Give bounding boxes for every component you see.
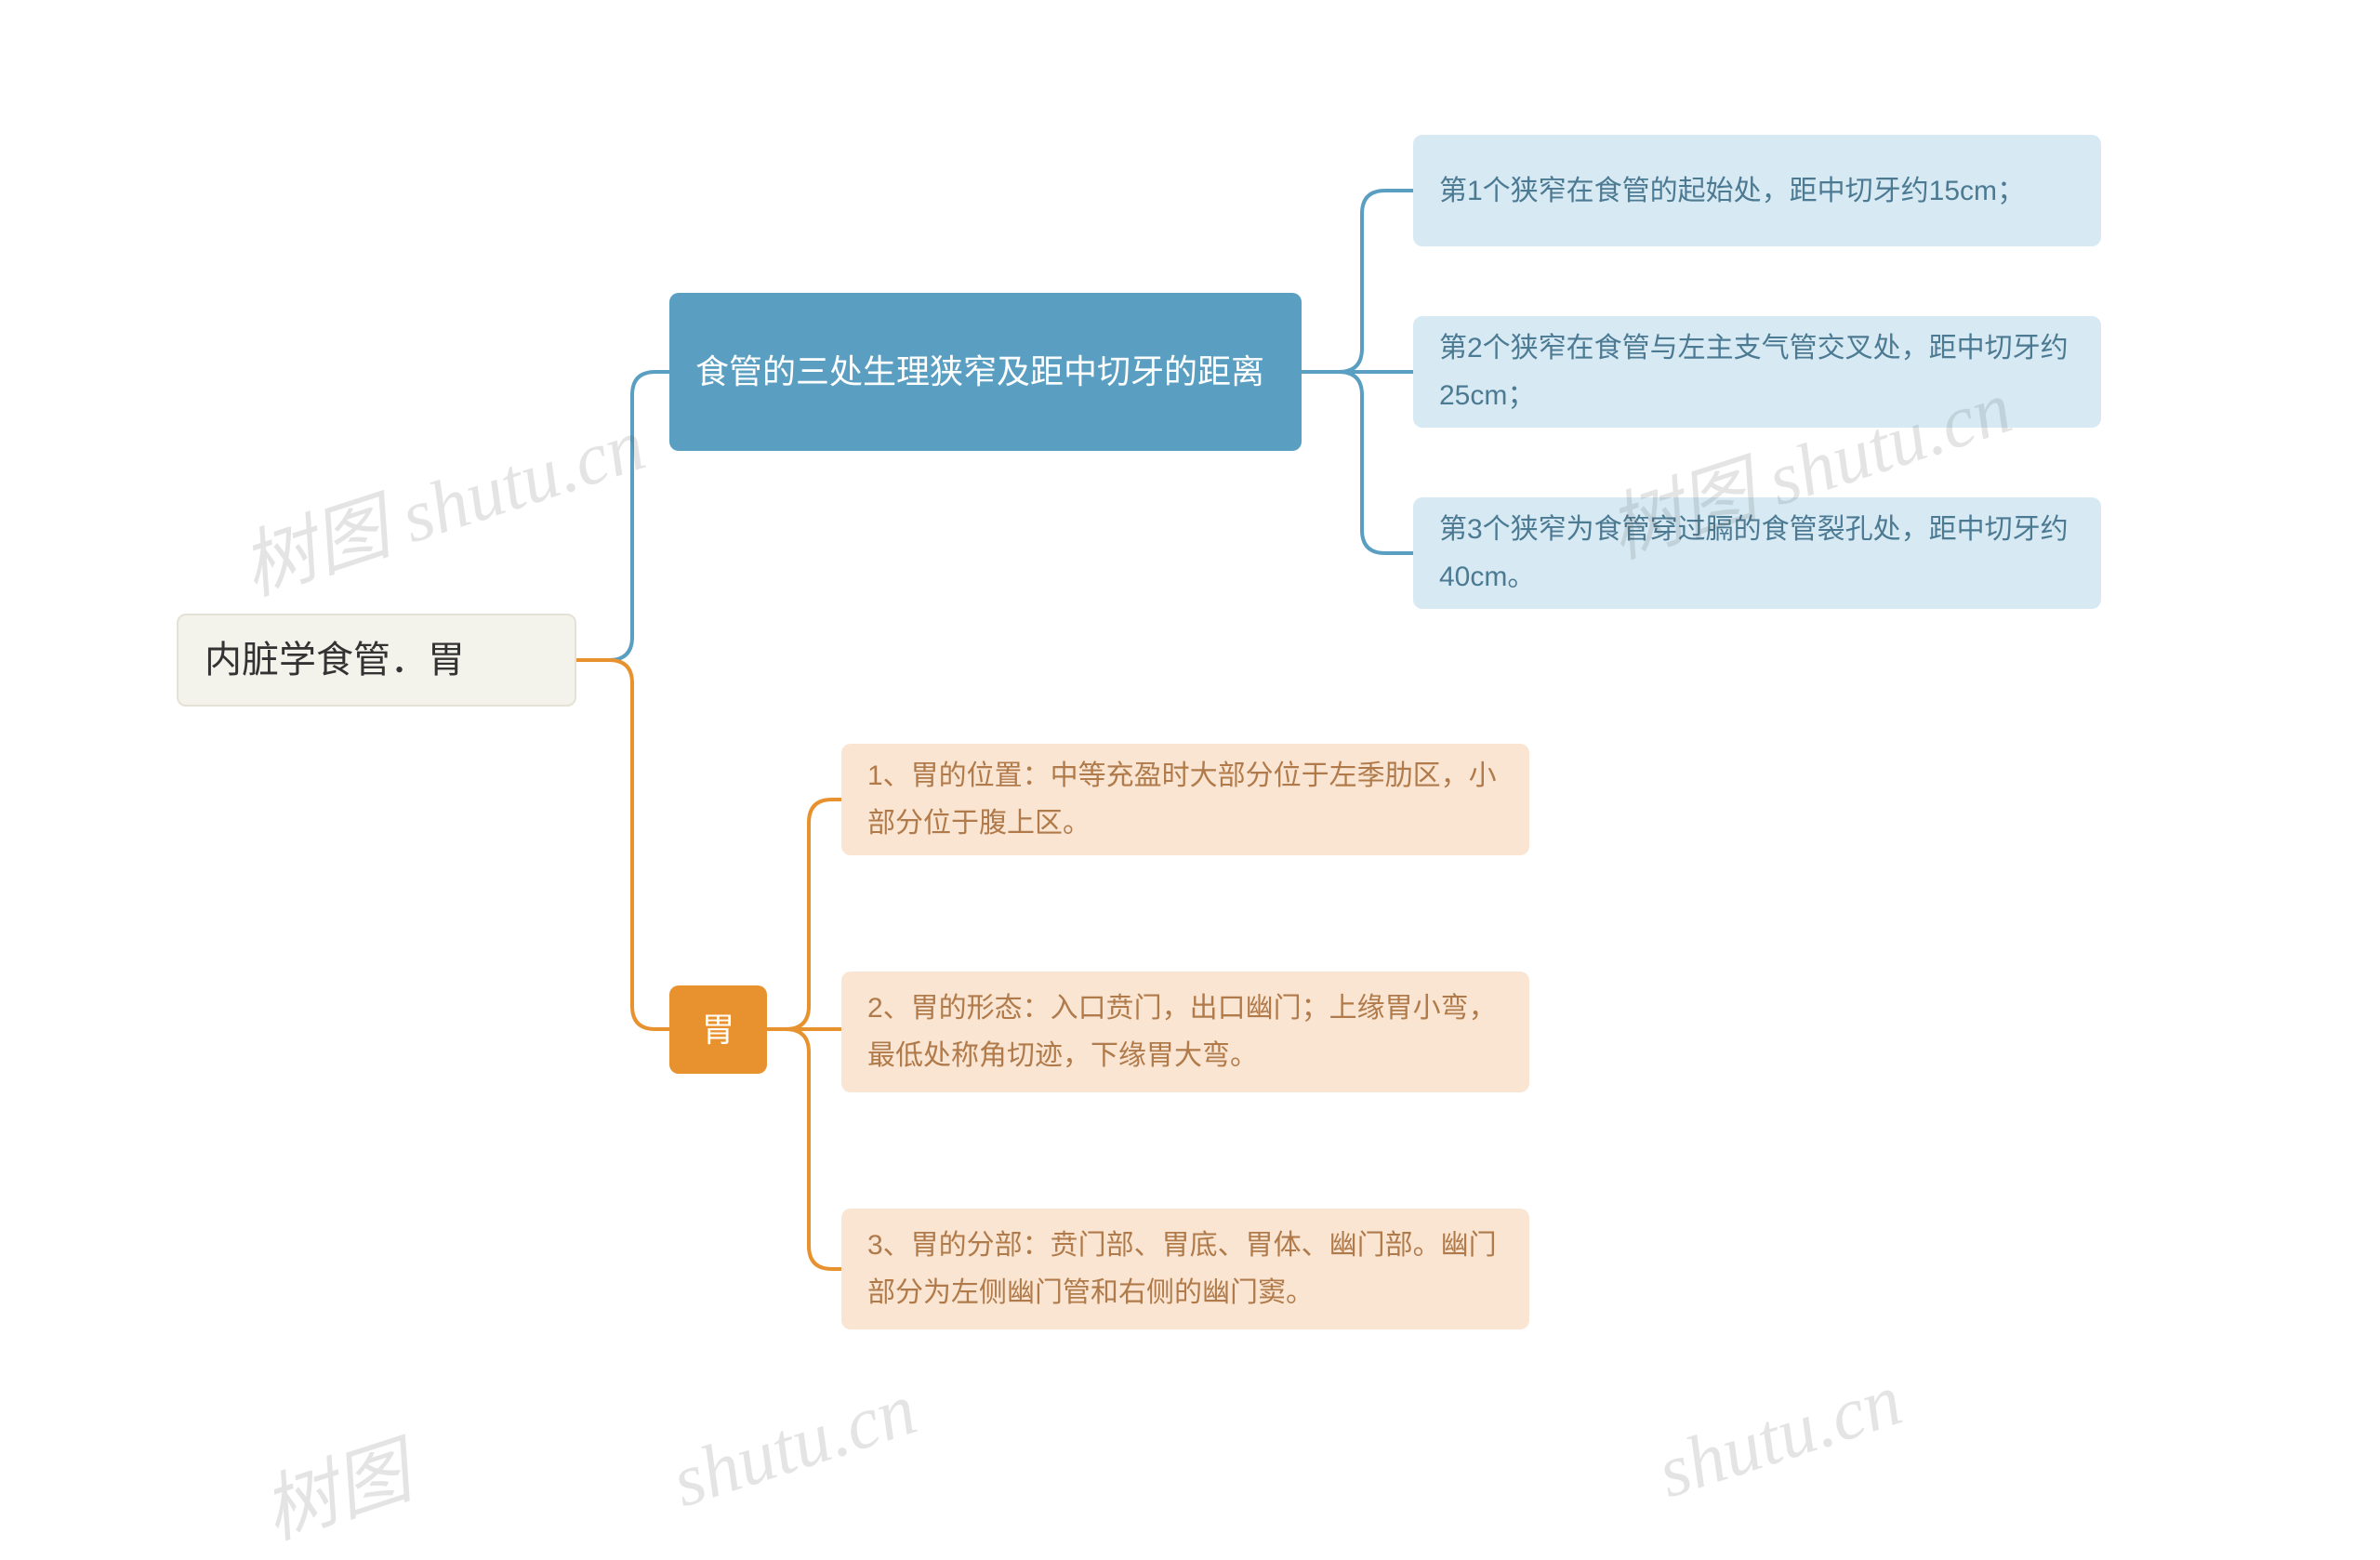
root-node[interactable]: 内脏学食管．胃 xyxy=(177,614,576,707)
edge-eso-3 xyxy=(1302,372,1413,553)
mindmap-canvas: 内脏学食管．胃 食管的三处生理狭窄及距中切牙的距离 第1个狭窄在食管的起始处，距… xyxy=(0,0,2380,1464)
leaf-stom-3-label: 3、胃的分部：贲门部、胃底、胃体、幽门部。幽门部分为左侧幽门管和右侧的幽门窦。 xyxy=(867,1222,1503,1316)
edge-stom-1 xyxy=(767,800,841,1029)
branch-esophagus-label: 食管的三处生理狭窄及距中切牙的距离 xyxy=(695,343,1264,400)
leaf-eso-1-label: 第1个狭窄在食管的起始处，距中切牙约15cm； xyxy=(1439,167,2025,215)
leaf-stom-1-label: 1、胃的位置：中等充盈时大部分位于左季肋区，小部分位于腹上区。 xyxy=(867,752,1503,847)
leaf-eso-3[interactable]: 第3个狭窄为食管穿过膈的食管裂孔处，距中切牙约40cm。 xyxy=(1413,497,2101,609)
edge-stom-3 xyxy=(767,1029,841,1269)
leaf-stom-2-label: 2、胃的形态：入口贲门，出口幽门；上缘胃小弯，最低处称角切迹，下缘胃大弯。 xyxy=(867,985,1503,1079)
edge-root-stomach xyxy=(576,660,669,1029)
leaf-eso-2-label: 第2个狭窄在食管与左主支气管交叉处，距中切牙约25cm； xyxy=(1439,324,2075,419)
branch-esophagus[interactable]: 食管的三处生理狭窄及距中切牙的距离 xyxy=(669,293,1302,451)
leaf-eso-3-label: 第3个狭窄为食管穿过膈的食管裂孔处，距中切牙约40cm。 xyxy=(1439,506,2075,601)
branch-stomach-label: 胃 xyxy=(701,1001,734,1058)
leaf-eso-1[interactable]: 第1个狭窄在食管的起始处，距中切牙约15cm； xyxy=(1413,135,2101,246)
leaf-eso-2[interactable]: 第2个狭窄在食管与左主支气管交叉处，距中切牙约25cm； xyxy=(1413,316,2101,428)
leaf-stom-3[interactable]: 3、胃的分部：贲门部、胃底、胃体、幽门部。幽门部分为左侧幽门管和右侧的幽门窦。 xyxy=(841,1209,1529,1329)
edge-eso-1 xyxy=(1302,191,1413,372)
leaf-stom-2[interactable]: 2、胃的形态：入口贲门，出口幽门；上缘胃小弯，最低处称角切迹，下缘胃大弯。 xyxy=(841,972,1529,1092)
leaf-stom-1[interactable]: 1、胃的位置：中等充盈时大部分位于左季肋区，小部分位于腹上区。 xyxy=(841,744,1529,855)
branch-stomach[interactable]: 胃 xyxy=(669,985,767,1074)
edge-root-esophagus xyxy=(576,372,669,660)
root-label: 内脏学食管．胃 xyxy=(205,628,465,692)
